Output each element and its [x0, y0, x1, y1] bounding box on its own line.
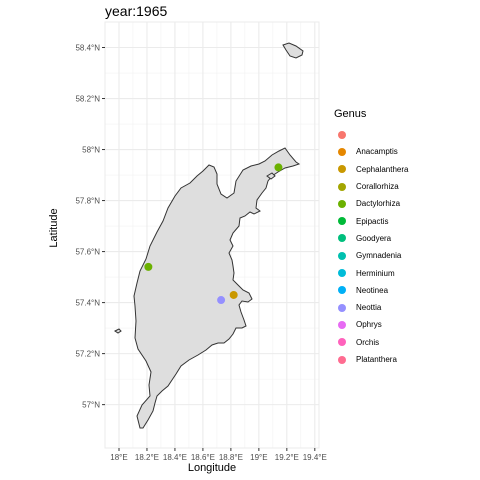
legend-label: Platanthera [356, 355, 397, 364]
y-axis-title: Latitude [48, 208, 60, 248]
legend-label: Herminium [356, 268, 395, 278]
legend: Genus Anacamptis Cephalanthera Corallorhiz… [334, 108, 408, 368]
y-tick-label: 57°N [82, 401, 100, 410]
legend-label: Dactylorhiza [356, 199, 401, 209]
legend-item: Gymnadenia [334, 247, 408, 264]
legend-item: Goodyera [334, 230, 408, 247]
eastern-islet [266, 172, 276, 180]
legend-item: Cephalanthera [334, 161, 408, 178]
x-tick-label: 19.2°E [275, 453, 299, 462]
legend-swatch [338, 147, 346, 156]
legend-swatch [338, 182, 346, 191]
legend-label: Ophrys [356, 320, 382, 330]
legend-item: Neotinea [334, 282, 408, 299]
chart-title: year:1965 [105, 3, 168, 19]
legend-item: Anacamptis [334, 143, 408, 160]
x-tick-label: 19°E [250, 453, 267, 462]
legend-item [334, 126, 408, 143]
legend-item: Corallorhiza [334, 178, 408, 195]
legend-item: Orchis [334, 334, 408, 351]
northern-islet [282, 42, 304, 59]
x-tick-label: 18.2°E [135, 453, 159, 462]
y-tick-label: 58°N [82, 146, 100, 155]
legend-swatch [338, 286, 346, 295]
legend-label: Goodyera [356, 233, 392, 243]
legend-swatch [338, 217, 346, 226]
legend-swatch [338, 199, 346, 208]
y-tick-label: 57.4°N [75, 299, 100, 308]
legend-label: Epipactis [356, 216, 389, 226]
data-point [274, 163, 283, 172]
legend-swatch [338, 355, 346, 364]
data-point [144, 262, 153, 271]
legend-item: Neottia [334, 299, 408, 316]
data-point [229, 290, 238, 299]
legend-item: Epipactis [334, 212, 408, 229]
legend-items: Anacamptis Cephalanthera Corallorhiza Dacty… [334, 126, 408, 368]
x-tick-label: 19.4°E [303, 453, 327, 462]
y-tick-label: 57.6°N [75, 248, 100, 257]
legend-label: Orchis [356, 337, 380, 347]
x-tick-label: 18°E [110, 453, 127, 462]
legend-label: Anacamptis [356, 147, 398, 157]
legend-swatch [338, 269, 346, 278]
legend-item: Dactylorhiza [334, 195, 408, 212]
y-tick-label: 57.8°N [75, 197, 100, 206]
x-tick-label: 18.8°E [219, 453, 243, 462]
legend-swatch [338, 234, 346, 243]
panel-border [104, 21, 320, 449]
x-tick-label: 18.6°E [191, 453, 215, 462]
y-tick-label: 58.4°N [75, 44, 100, 53]
legend-label: Neotinea [356, 285, 389, 295]
legend-label: Corallorhiza [356, 182, 399, 192]
legend-swatch [338, 251, 346, 260]
legend-swatch [338, 303, 346, 312]
axes: 18°E 18.2°E 18.4°E 18.6°E 18.8°E 19°E 19.2°E 19… [75, 21, 327, 462]
legend-item: Herminium [334, 264, 408, 281]
legend-swatch [338, 338, 346, 347]
x-tick-label: 18.4°E [163, 453, 187, 462]
legend-title: Genus [334, 108, 367, 120]
data-points [144, 163, 283, 305]
legend-label: Gymnadenia [356, 251, 402, 261]
y-tick-label: 57.2°N [75, 350, 100, 359]
western-islet [114, 328, 122, 334]
land-layer [114, 42, 304, 429]
gotland-island [133, 147, 301, 429]
legend-swatch [338, 320, 346, 329]
data-point [217, 296, 226, 305]
legend-item: Ophrys [334, 316, 408, 333]
x-axis-title: Longitude [187, 462, 237, 474]
legend-label: Cephalanthera [356, 164, 409, 174]
y-tick-label: 58.2°N [75, 95, 100, 104]
legend-label: Neottia [356, 303, 382, 313]
legend-swatch [338, 130, 346, 139]
legend-swatch [338, 165, 346, 174]
legend-item: Platanthera [334, 351, 408, 368]
